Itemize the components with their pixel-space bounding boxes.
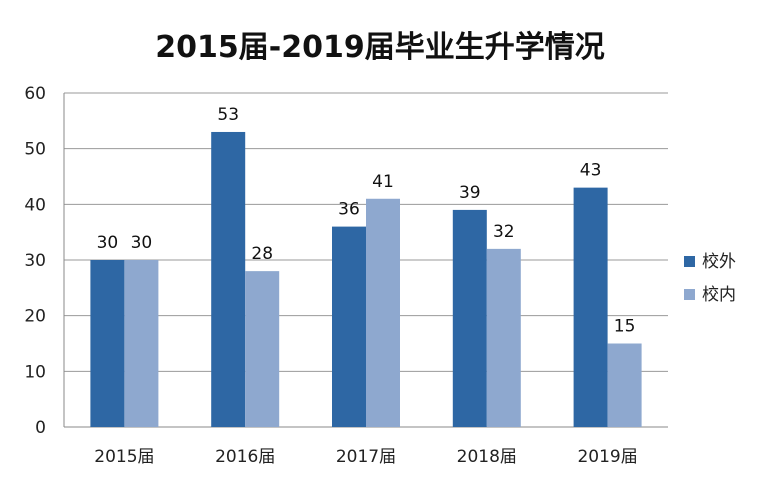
legend-label-校内: 校内 [702,285,736,305]
data-label: 36 [338,200,360,220]
data-label: 53 [217,105,239,125]
bars [90,131,642,427]
y-tick-label: 30 [24,251,46,271]
bar-校外-2015届 [90,260,125,427]
legend-swatch-校外 [684,256,695,267]
y-tick-label: 40 [24,195,46,215]
bar-校内-2015届 [124,260,159,427]
data-labels: 30 30 53 28 36 41 39 32 43 15 [97,105,636,337]
data-label: 39 [459,183,481,203]
bar-校内-2019届 [607,343,642,427]
legend-swatch-校内 [684,289,695,300]
x-tick-label: 2019届 [577,447,637,467]
y-tick-label: 20 [24,307,46,327]
bar-校外-2016届 [211,131,246,427]
x-tick-label: 2016届 [215,447,275,467]
data-label: 28 [251,244,273,264]
bar-校内-2017届 [366,198,400,427]
y-tick-label: 10 [24,362,46,382]
bar-校外-2019届 [573,187,608,427]
data-label: 30 [131,233,153,253]
y-tick-label: 50 [24,140,46,160]
bar-校内-2018届 [486,248,521,427]
y-tick-label: 60 [24,84,46,104]
legend-label-校外: 校外 [702,252,736,272]
bar-校外-2017届 [332,226,366,427]
bar-校外-2018届 [452,209,487,427]
data-label: 32 [493,222,515,242]
data-label: 30 [97,233,119,253]
chart-title: 2015届-2019届毕业生升学情况 [155,30,605,65]
data-label: 15 [614,317,636,337]
x-tick-label: 2017届 [336,447,396,467]
bar-校内-2016届 [245,271,280,427]
y-tick-label: 0 [35,418,46,438]
x-tick-label: 2018届 [457,447,517,467]
data-label: 43 [580,161,602,181]
x-tick-label: 2015届 [94,447,154,467]
axes: 0 10 20 30 40 50 60 2015届 2016届 2017届 2018届 2019届 [24,84,668,467]
data-label: 41 [372,172,394,192]
